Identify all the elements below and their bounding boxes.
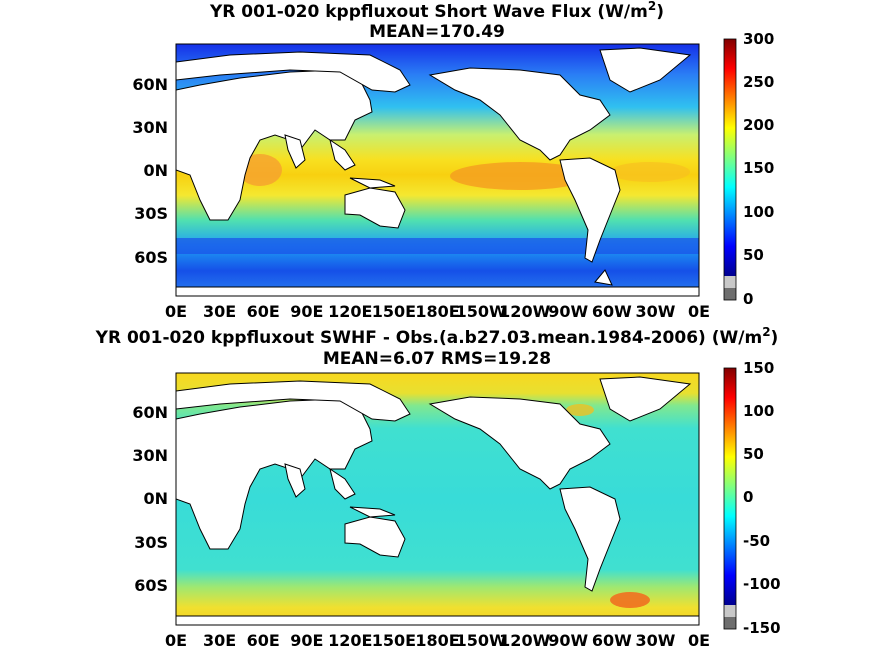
lon-tick: 90W xyxy=(548,631,588,650)
lon-tick: 90E xyxy=(290,302,323,321)
lon-tick: 180E xyxy=(415,302,459,321)
colorbar-tick: 50 xyxy=(743,246,764,264)
panel-2-colorbar: 150 100 50 0 -50 -100 -150 xyxy=(723,359,781,637)
lat-tick: 60N xyxy=(132,403,168,422)
lon-tick: 30W xyxy=(635,302,675,321)
colorbar-tick: 150 xyxy=(743,359,774,377)
lon-tick: 0E xyxy=(688,631,710,650)
colorbar-tick: 50 xyxy=(743,445,764,463)
lon-tick: 60E xyxy=(247,302,280,321)
lon-tick: 120W xyxy=(499,631,550,650)
lon-tick: 150E xyxy=(372,302,416,321)
lat-tick: 30S xyxy=(134,204,168,223)
colorbar-tick: 100 xyxy=(743,203,774,221)
lon-tick: 120E xyxy=(328,302,372,321)
colorbar-tick: 0 xyxy=(743,290,753,308)
lon-tick: 30E xyxy=(203,302,236,321)
panel-2-frame xyxy=(175,372,700,626)
panel-2-land xyxy=(176,376,699,625)
colorbar-tick: -50 xyxy=(743,532,770,550)
lon-tick: 60W xyxy=(592,631,632,650)
panel-1-land xyxy=(176,47,699,296)
lat-tick: 30N xyxy=(132,446,168,465)
panel-1-colorbar: 300 250 200 150 100 50 0 xyxy=(723,30,774,308)
colorbar-tick: 250 xyxy=(743,73,774,91)
colorbar-tick: 0 xyxy=(743,488,753,506)
lon-tick: 0E xyxy=(688,302,710,321)
lat-tick: 30N xyxy=(132,118,168,137)
panel-2-lat-ticks: 60N 30N 0N 30S 60S xyxy=(132,403,168,595)
panel-1-subtitle: MEAN=170.49 xyxy=(369,22,505,42)
lon-tick: 30E xyxy=(203,631,236,650)
colorbar-tick: -100 xyxy=(743,575,781,593)
panel-2-map xyxy=(176,373,699,625)
colorbar-tick: 150 xyxy=(743,159,774,177)
colorbar-tick: 200 xyxy=(743,116,774,134)
lon-tick: 60W xyxy=(592,302,632,321)
panel-1: YR 001-020 kppfluxout Short Wave Flux (W… xyxy=(132,0,774,321)
lat-tick: 0N xyxy=(143,161,168,180)
lat-tick: 0N xyxy=(143,489,168,508)
lon-tick: 150E xyxy=(372,631,416,650)
panel-2-subtitle: MEAN=6.07 RMS=19.28 xyxy=(323,349,551,369)
panel-2: YR 001-020 kppfluxout SWHF - Obs.(a.b27.… xyxy=(95,325,781,650)
lon-tick: 30W xyxy=(635,631,675,650)
panel-2-title: YR 001-020 kppfluxout SWHF - Obs.(a.b27.… xyxy=(95,325,779,348)
lon-tick: 0E xyxy=(165,302,187,321)
colorbar-tick: -150 xyxy=(743,619,781,637)
lon-tick: 90E xyxy=(290,631,323,650)
panel-1-warm-pacific xyxy=(450,162,590,190)
lon-tick: 120W xyxy=(499,302,550,321)
panel-1-title: YR 001-020 kppfluxout Short Wave Flux (W… xyxy=(209,0,664,22)
colorbar-tick: 300 xyxy=(743,30,774,48)
panel-2-warm-spot xyxy=(610,592,650,608)
lon-tick: 180E xyxy=(415,631,459,650)
lon-tick: 120E xyxy=(328,631,372,650)
lat-tick: 60S xyxy=(134,248,168,267)
lat-tick: 60S xyxy=(134,576,168,595)
panel-2-lon-ticks: 0E 30E 60E 90E 120E 150E 180E 150W 120W … xyxy=(165,631,710,650)
lat-tick: 60N xyxy=(132,75,168,94)
panel-1-frame xyxy=(175,43,700,297)
lat-tick: 30S xyxy=(134,533,168,552)
lon-tick: 0E xyxy=(165,631,187,650)
panel-1-map xyxy=(176,44,699,296)
colorbar-tick: 100 xyxy=(743,402,774,420)
lon-tick: 150W xyxy=(456,302,507,321)
lon-tick: 150W xyxy=(456,631,507,650)
lon-tick: 60E xyxy=(247,631,280,650)
lon-tick: 90W xyxy=(548,302,588,321)
panel-1-lat-ticks: 60N 30N 0N 30S 60S xyxy=(132,75,168,267)
panel-1-lon-ticks: 0E 30E 60E 90E 120E 150E 180E 150W 120W … xyxy=(165,302,710,321)
